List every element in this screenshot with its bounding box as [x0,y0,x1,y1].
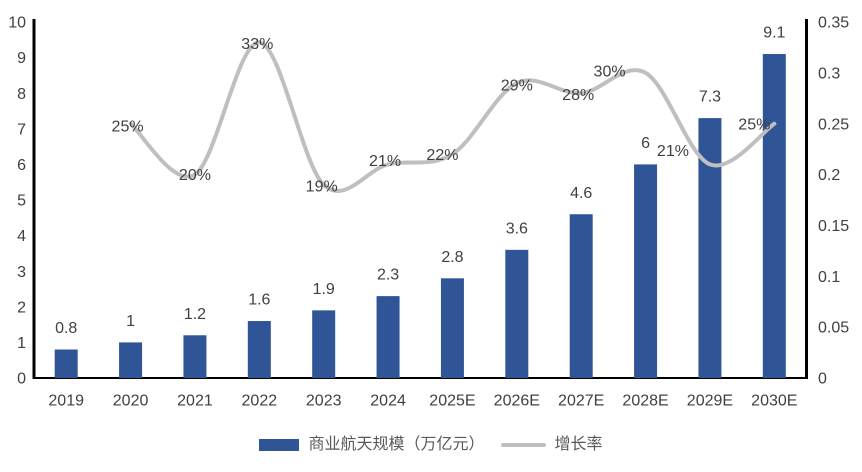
category-label: 2025E [429,393,475,410]
line-value-label: 21% [369,153,401,170]
left-axis-tick: 9 [17,50,26,67]
left-axis-tick: 3 [17,264,26,281]
left-axis-tick: 8 [17,86,26,103]
bar-value-label: 1.6 [248,292,270,309]
legend-item-bar-series: 商业航天规模（万亿元） [259,436,485,453]
legend-bar-label: 商业航天规模（万亿元） [308,436,485,453]
category-label: 2021 [177,393,213,410]
growth-rate-line [128,40,777,193]
right-axis-tick: 0.1 [818,269,840,286]
legend: 商业航天规模（万亿元） 增长率 [0,437,862,453]
bar-value-label: 9.1 [763,25,785,42]
bar-value-label: 0.8 [55,320,77,337]
bar [440,278,464,378]
bar-value-label: 1 [126,313,135,330]
bar [312,310,336,378]
category-label: 2028E [622,393,668,410]
left-axis-tick: 6 [17,157,26,174]
category-label: 2027E [558,393,604,410]
line-value-label: 20% [179,167,211,184]
line-value-label: 29% [501,78,533,95]
category-label: 2030E [751,393,797,410]
bar [634,164,658,378]
line-value-label: 30% [594,63,626,80]
line-value-label: 25% [112,118,144,135]
left-axis-tick: 10 [8,15,26,32]
bar-value-label: 7.3 [699,89,721,106]
left-axis-tick: 1 [17,335,26,352]
bar [183,335,207,378]
bar-value-label: 1.2 [184,306,206,323]
bar [762,54,786,378]
left-axis-tick: 0 [17,371,26,388]
combo-chart-canvas: 0 1 2 3 4 5 6 7 8 9 10 0 0.05 0.1 0.15 0.2 0.25 0.3 0.35 20… [8,15,849,410]
line-series-swatch-icon [500,443,546,447]
bar [376,296,400,378]
bar-value-label: 1.9 [313,281,335,298]
left-axis-tick: 4 [17,228,26,245]
bar [54,349,78,378]
line-value-label: 22% [426,147,458,164]
category-label: 2026E [494,393,540,410]
bar-value-label: 3.6 [506,220,528,237]
line-value-label: 21% [657,143,689,160]
left-axis-tick: 5 [17,193,26,210]
right-axis-tick: 0.35 [818,15,849,32]
bar [698,118,722,379]
category-label: 2023 [306,393,342,410]
legend-item-line-series: 增长率 [500,436,603,453]
category-label: 2020 [113,393,149,410]
left-axis-tick: 7 [17,121,26,138]
bar-value-label: 2.8 [441,249,463,266]
line-value-label: 33% [241,36,273,53]
right-axis-tick: 0.15 [818,218,849,235]
line-value-label: 28% [562,87,594,104]
category-label: 2024 [370,393,406,410]
bar [505,249,529,378]
line-value-label: 19% [306,178,338,195]
bar [119,342,143,378]
line-value-label: 25% [738,116,770,133]
bar-value-label: 6 [641,135,650,152]
right-axis-tick: 0.25 [818,116,849,133]
bar-series-swatch-icon [259,439,300,451]
category-label: 2029E [687,393,733,410]
bar [247,321,271,378]
right-axis-tick: 0.05 [818,320,849,337]
right-axis-tick: 0.2 [818,167,840,184]
right-axis-tick: 0 [818,371,827,388]
right-axis-tick: 0.3 [818,65,840,82]
bar-value-label: 2.3 [377,267,399,284]
bar-value-label: 4.6 [570,185,592,202]
bar [569,214,593,378]
legend-line-label: 增长率 [554,436,603,453]
category-label: 2019 [48,393,84,410]
category-label: 2022 [242,393,278,410]
left-axis-tick: 2 [17,299,26,316]
